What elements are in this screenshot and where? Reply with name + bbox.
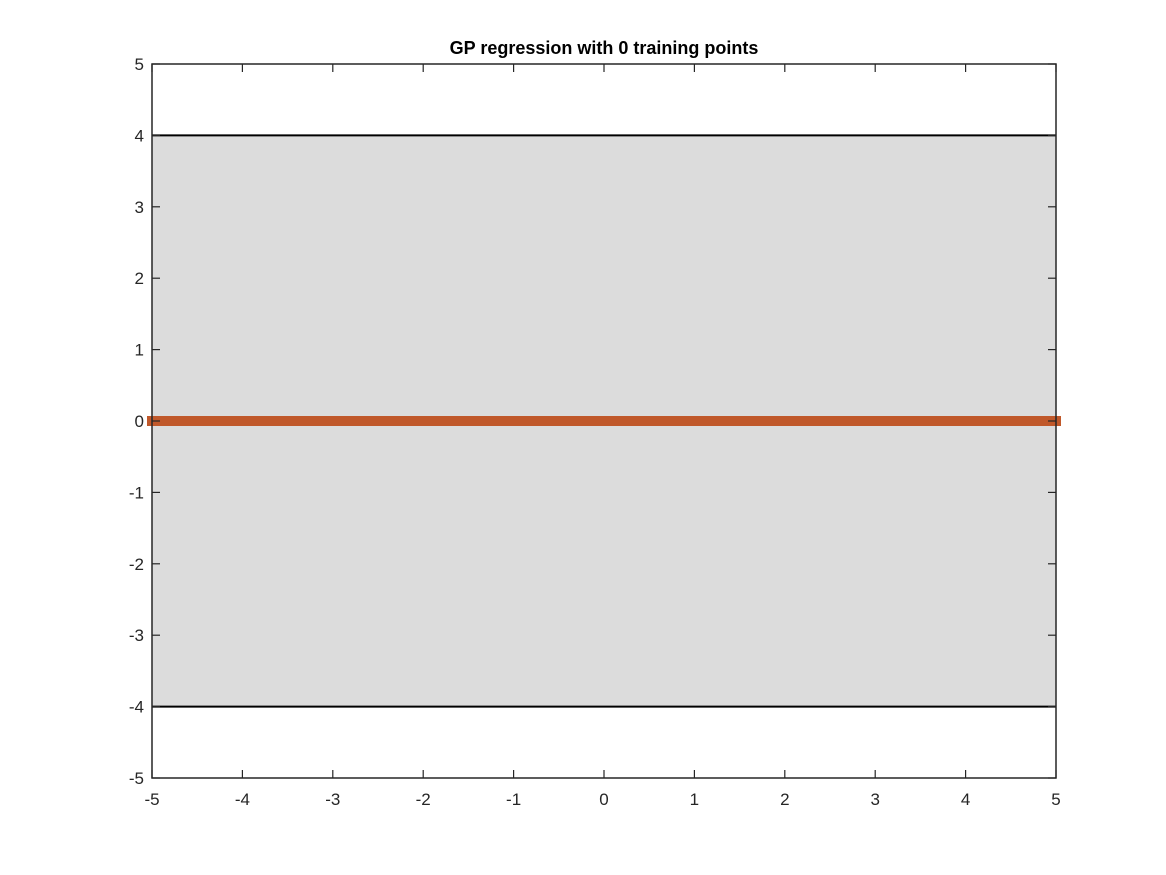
y-tick-label: -5: [129, 769, 144, 788]
x-tick-label: 3: [870, 790, 879, 809]
y-tick-label: 0: [135, 412, 144, 431]
y-tick-label: 3: [135, 198, 144, 217]
y-tick-label: -2: [129, 555, 144, 574]
y-tick-label: -1: [129, 483, 144, 502]
y-tick-label: 1: [135, 341, 144, 360]
x-tick-label: 2: [780, 790, 789, 809]
x-tick-label: -2: [416, 790, 431, 809]
y-tick-label: -3: [129, 626, 144, 645]
x-tick-label: -5: [144, 790, 159, 809]
x-tick-label: 4: [961, 790, 970, 809]
x-tick-label: 1: [690, 790, 699, 809]
x-tick-label: 5: [1051, 790, 1060, 809]
x-tick-label: -4: [235, 790, 250, 809]
chart-title: GP regression with 0 training points: [450, 38, 759, 58]
x-tick-label: 0: [599, 790, 608, 809]
y-tick-label: -4: [129, 698, 144, 717]
y-tick-label: 4: [135, 126, 144, 145]
y-tick-label: 2: [135, 269, 144, 288]
x-tick-label: -3: [325, 790, 340, 809]
x-tick-label: -1: [506, 790, 521, 809]
y-tick-label: 5: [135, 55, 144, 74]
